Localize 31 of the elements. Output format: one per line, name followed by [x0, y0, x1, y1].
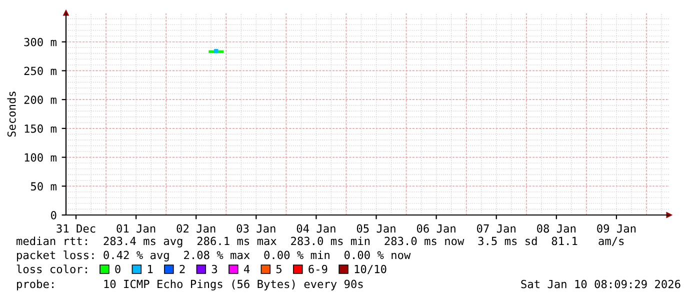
y-tick-label: 200 m	[24, 96, 56, 104]
legend-label: 1	[148, 264, 153, 274]
x-tick-label: 04 Jan	[296, 224, 336, 233]
x-tick-label: 31 Dec	[56, 224, 96, 233]
x-tick-label: 09 Jan	[597, 224, 636, 233]
text: median rtt: 283.4 ms avg 286.1 ms max 283.0 ms min 283.0 ms now 3.5 ms sd 81.1 am/s	[16, 236, 624, 248]
legend-label: 4	[244, 264, 250, 274]
y-tick-label: 250 m	[24, 66, 56, 76]
y-axis-title: Seconds	[7, 92, 16, 137]
x-tick-label: 03 Jan	[236, 224, 276, 233]
legend-label: 2	[180, 264, 185, 274]
text: Sat Jan 10 08:09:29 2026	[521, 280, 680, 288]
legend-label: 3	[212, 264, 218, 274]
x-tick-label: 02 Jan	[176, 224, 216, 233]
legend-label: 5	[276, 264, 282, 274]
legend-label: 10/10	[354, 264, 386, 274]
x-tick-label: 08 Jan	[537, 224, 576, 233]
legend-label: 0	[115, 264, 120, 274]
y-tick-label: 0	[51, 211, 56, 220]
y-tick-label: 300 m	[24, 38, 56, 46]
x-tick-label: 01 Jan	[116, 224, 156, 233]
legend-label: 6-9	[308, 264, 328, 274]
x-tick-label: 05 Jan	[356, 224, 396, 233]
y-tick-label: 100 m	[24, 153, 56, 162]
x-tick-label: 06 Jan	[416, 224, 456, 233]
text: packet loss: 0.42 % avg 2.08 % max 0.00 % min 0.00 % now	[17, 250, 411, 262]
legend-title: loss color:	[16, 264, 87, 274]
text: probe: 10 ICMP Echo Pings (56 Bytes) every 90s	[17, 280, 363, 290]
y-tick-label: 150 m	[24, 124, 56, 133]
x-tick-label: 07 Jan	[477, 224, 516, 233]
y-tick-label: 50 m	[30, 182, 56, 191]
